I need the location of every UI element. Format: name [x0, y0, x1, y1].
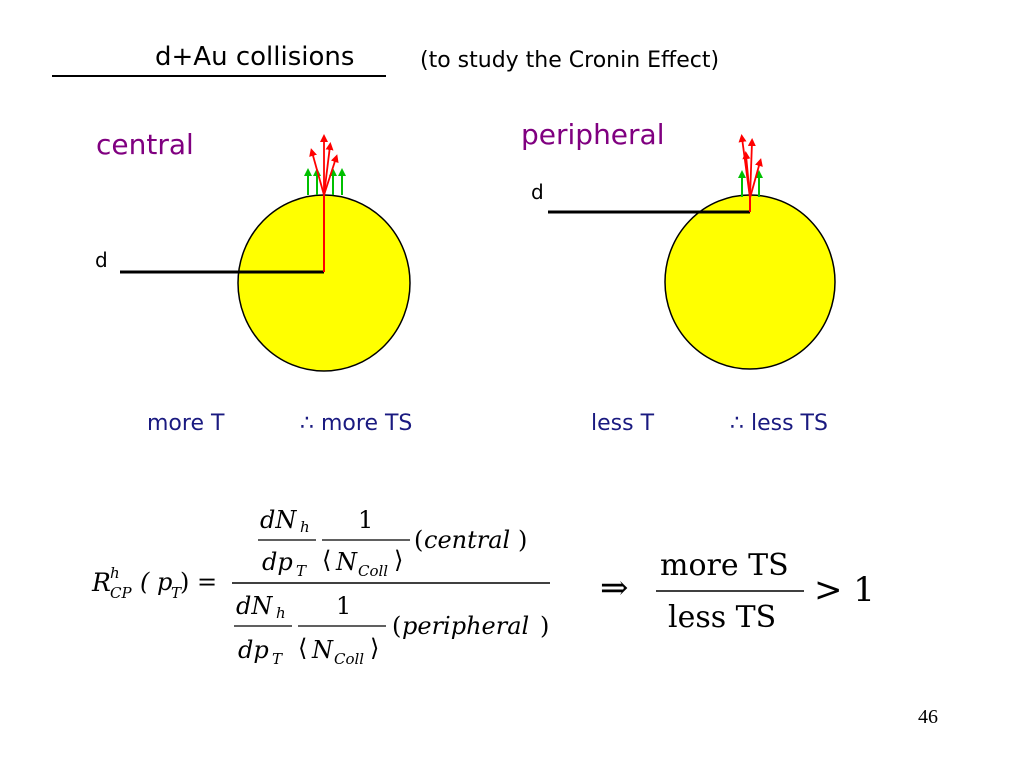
den-n-coll: Coll — [334, 650, 365, 668]
central-red-arrows — [309, 134, 339, 196]
central-caption-t: more T — [147, 411, 225, 436]
den-paren-open: ( — [392, 612, 402, 640]
num-central: central — [424, 526, 511, 554]
peripheral-d-label: d — [531, 180, 544, 204]
num-one: 1 — [358, 506, 374, 534]
peripheral-caption-t: less T — [591, 411, 655, 436]
den-angle-close: ⟩ — [370, 634, 380, 662]
num-n-coll: Coll — [358, 562, 389, 580]
implies-symbol: ⇒ — [600, 568, 629, 608]
den-dp: dp — [238, 636, 269, 664]
num-paren-open: ( — [414, 526, 424, 554]
formula-lhs-sub: CP — [110, 584, 132, 602]
num-dp: dp — [262, 548, 293, 576]
den-dn: dN — [236, 592, 273, 620]
den-paren-close: ) — [540, 612, 550, 640]
peripheral-green-arrows — [738, 170, 763, 197]
peripheral-red-arrows — [738, 134, 763, 199]
den-dp-t: T — [272, 650, 283, 668]
den-peripheral: peripheral — [402, 612, 530, 640]
den-dn-h: h — [276, 604, 286, 622]
num-dn: dN — [260, 506, 297, 534]
den-angle-open: ⟨ — [298, 634, 308, 662]
ratio-gt-one: > 1 — [814, 570, 875, 610]
num-n: N — [336, 548, 357, 576]
page-number: 46 — [918, 706, 938, 728]
central-green-arrows — [304, 168, 346, 195]
title-underline — [52, 75, 386, 77]
ratio-numerator: more TS — [660, 548, 789, 583]
formula-lhs-sup: h — [110, 564, 120, 582]
formula-lhs-r: R — [92, 568, 111, 597]
peripheral-caption-ts: ∴ less TS — [730, 411, 828, 436]
num-angle-close: ⟩ — [394, 546, 404, 574]
formula-lhs-arg-sub: T — [171, 584, 182, 602]
formula-lhs-arg: ( p — [140, 568, 173, 596]
num-angle-open: ⟨ — [322, 546, 332, 574]
peripheral-label: peripheral — [521, 118, 665, 151]
central-d-label: d — [95, 248, 108, 272]
slide-title: d+Au collisions — [155, 42, 355, 72]
ratio-denominator: less TS — [668, 600, 777, 635]
num-paren-close: ) — [518, 526, 528, 554]
peripheral-nucleus — [664, 194, 836, 370]
central-caption-ts: ∴ more TS — [300, 411, 413, 436]
den-one: 1 — [336, 592, 352, 620]
central-label: central — [96, 128, 194, 161]
num-dp-t: T — [296, 562, 307, 580]
num-dn-h: h — [300, 518, 310, 536]
slide-subtitle: (to study the Cronin Effect) — [420, 48, 720, 73]
den-n: N — [312, 636, 333, 664]
formula-lhs-close: ) = — [180, 568, 218, 596]
